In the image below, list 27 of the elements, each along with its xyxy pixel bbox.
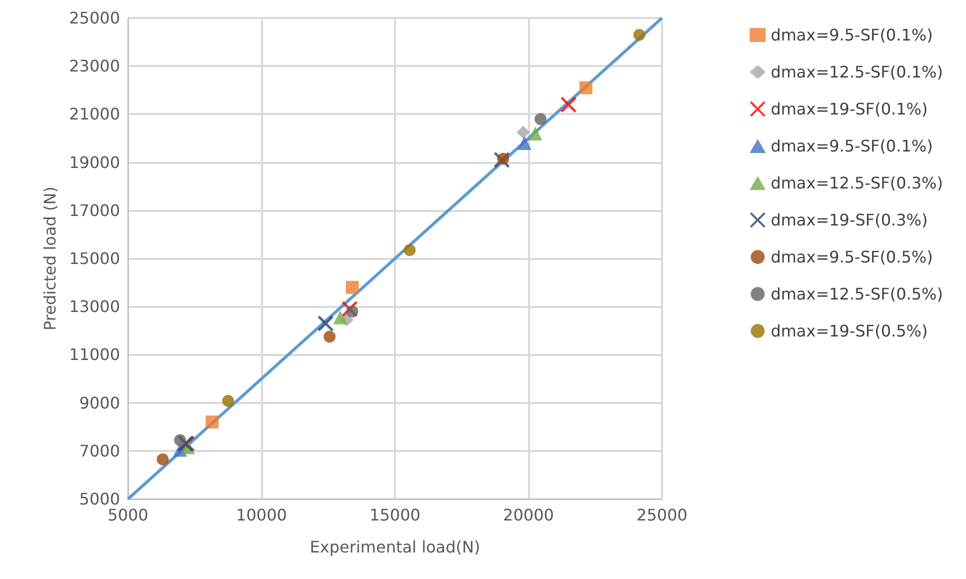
x-tick-label: 10000 — [236, 506, 287, 524]
x-axis-title: Experimental load(N) — [310, 538, 480, 556]
legend-label: dmax=12.5-SF(0.5%) — [770, 284, 943, 304]
legend-label: dmax=19-SF(0.5%) — [770, 322, 928, 340]
y-tick-label: 17000 — [69, 200, 120, 220]
legend-label: dmax=12.5-SF(0.1%) — [770, 62, 943, 82]
legend-label: dmax=9.5-SF(0.5%) — [770, 248, 933, 266]
y-axis-title: Predicted load (N) — [40, 186, 60, 330]
y-tick-label: 23000 — [69, 56, 120, 76]
y-tick-label: 7000 — [79, 441, 120, 460]
x-tick-label: 15000 — [370, 506, 420, 524]
y-tick-label: 11000 — [69, 345, 120, 364]
y-tick-label: 5000 — [79, 490, 120, 508]
y-tick-label: 25000 — [69, 8, 120, 28]
y-tick-label: 9000 — [79, 393, 120, 412]
y-tick-label: 15000 — [69, 249, 120, 268]
legend-label: dmax=12.5-SF(0.3%) — [770, 174, 943, 192]
legend-label: dmax=19-SF(0.3%) — [770, 210, 928, 230]
legend-label: dmax=19-SF(0.1%) — [770, 100, 928, 118]
x-tick-label: 5000 — [108, 506, 148, 524]
x-tick-label: 25000 — [636, 506, 688, 524]
legend-label: dmax=9.5-SF(0.1%) — [770, 136, 933, 156]
y-tick-label: 21000 — [69, 104, 120, 124]
y-tick-label: 19000 — [69, 152, 120, 172]
y-tick-label: 13000 — [69, 297, 120, 316]
x-tick-label: 20000 — [503, 506, 554, 524]
legend-label: dmax=9.5-SF(0.1%) — [770, 26, 933, 44]
